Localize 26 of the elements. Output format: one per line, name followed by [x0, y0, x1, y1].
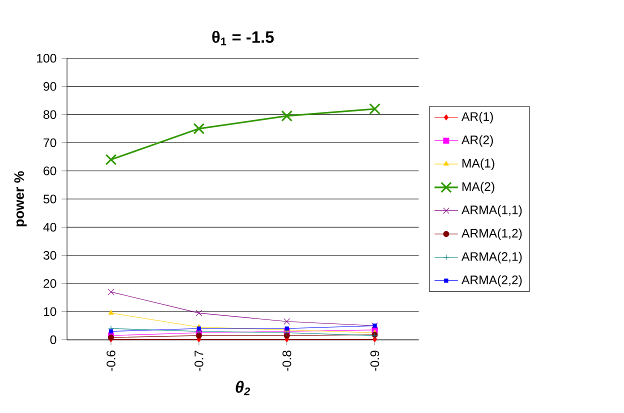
y-tick-label: 70 — [44, 138, 56, 147]
legend-label: AR(1) — [461, 112, 493, 124]
legend-label: MA(1) — [462, 158, 494, 170]
y-tick-label: 60 — [44, 166, 56, 176]
legend-label: MA(2) — [462, 182, 494, 194]
x-tick-label: -0.9 — [370, 350, 380, 371]
y-tick-label: 50 — [43, 194, 56, 204]
legend-label: ARMA(2,2) — [461, 275, 522, 287]
x-tick-label: -0.6 — [106, 350, 116, 371]
y-tick-label: 30 — [43, 250, 56, 260]
y-tick-label: 90 — [44, 82, 56, 91]
y-tick-label: 80 — [44, 110, 56, 119]
y-tick-label: 0 — [50, 335, 56, 344]
legend-label: ARMA(1,1) — [461, 205, 522, 217]
y-axis-title: power % — [14, 171, 27, 226]
chart-title: θ$_{1}$ = -1.5 — [212, 30, 274, 46]
legend-label: ARMA(1,2) — [461, 228, 522, 240]
y-tick-label: 20 — [44, 278, 56, 288]
x-tick-label: -0.7 — [194, 350, 204, 371]
x-tick-label: -0.8 — [282, 350, 292, 371]
legend-label: AR(2) — [461, 135, 493, 147]
y-tick-label: 40 — [43, 222, 56, 232]
y-tick-label: 100 — [37, 54, 56, 62]
legend-label: ARMA(2,1) — [461, 252, 522, 264]
y-tick-label: 10 — [44, 307, 56, 316]
x-axis-title: θ$_{2}$ — [236, 380, 250, 395]
